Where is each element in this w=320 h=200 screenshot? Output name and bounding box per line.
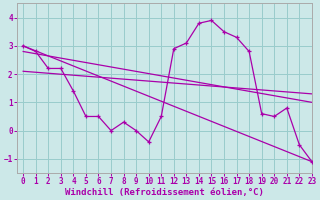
X-axis label: Windchill (Refroidissement éolien,°C): Windchill (Refroidissement éolien,°C) — [65, 188, 264, 197]
